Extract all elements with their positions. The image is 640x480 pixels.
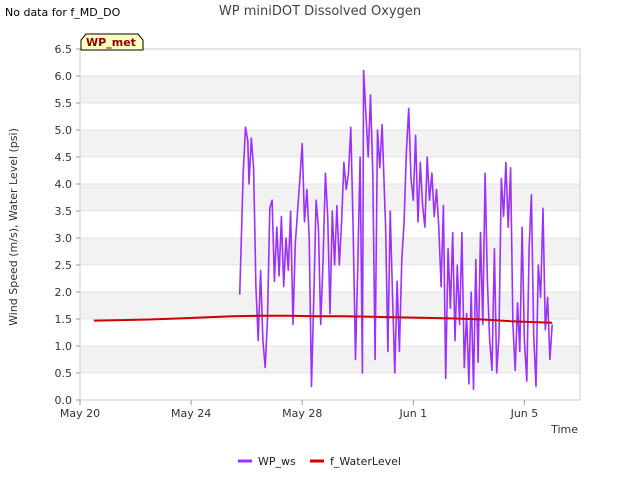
y-tick-label: 1.5 (55, 313, 73, 326)
legend: WP_ws f_WaterLevel (238, 455, 401, 468)
grid-bands (80, 49, 580, 401)
y-tick-label: 3.0 (55, 232, 73, 245)
grid-band (80, 130, 580, 157)
y-axis-title: Wind Speed (m/s), Water Level (psi) (7, 128, 20, 326)
x-axis: May 20 May 24 May 28 Jun 1 Jun 5 (60, 400, 538, 420)
y-tick-label: 3.5 (55, 205, 73, 218)
grid-band (80, 103, 580, 130)
grid-band (80, 319, 580, 346)
x-tick-label: May 20 (60, 407, 100, 420)
y-tick-label: 0.0 (55, 394, 73, 407)
grid-band (80, 49, 580, 76)
y-tick-label: 0.5 (55, 367, 73, 380)
y-tick-label: 6.0 (55, 70, 73, 83)
grid-band (80, 346, 580, 373)
grid-band (80, 238, 580, 265)
y-tick-label: 2.0 (55, 286, 73, 299)
grid-band (80, 211, 580, 238)
x-tick-label: May 24 (171, 407, 211, 420)
y-axis: 0.0 0.5 1.0 1.5 2.0 2.5 3.0 3.5 4.0 4.5 5.0 5.5 6.0 6… (55, 43, 80, 407)
series-line-wp-ws (238, 69, 553, 390)
site-badge-shape (80, 33, 144, 51)
legend-label: WP_ws (258, 455, 296, 468)
series-layer (93, 69, 553, 390)
x-tick-label: Jun 1 (398, 407, 427, 420)
site-badge-label: WP_met (86, 36, 136, 49)
no-data-notice: No data for f_MD_DO (5, 6, 121, 19)
y-tick-label: 4.0 (55, 178, 73, 191)
legend-label: f_WaterLevel (330, 455, 401, 468)
grid-band (80, 373, 580, 400)
series-line-f-waterlevel (93, 314, 553, 324)
x-axis-title: Time (550, 423, 578, 436)
y-tick-label: 4.5 (55, 151, 73, 164)
y-tick-label: 6.5 (55, 43, 73, 56)
grid-band (80, 184, 580, 211)
x-tick-label: Jun 5 (510, 407, 539, 420)
y-tick-label: 1.0 (55, 340, 73, 353)
site-badge: WP_met (80, 33, 144, 51)
plot-frame (79, 48, 581, 401)
y-tick-label: 2.5 (55, 259, 73, 272)
x-tick-label: May 28 (282, 407, 322, 420)
grid-band (80, 157, 580, 184)
chart-title: WP miniDOT Dissolved Oxygen (219, 4, 421, 19)
y-tick-label: 5.0 (55, 124, 73, 137)
y-tick-label: 5.5 (55, 97, 73, 110)
grid-band (80, 76, 580, 103)
